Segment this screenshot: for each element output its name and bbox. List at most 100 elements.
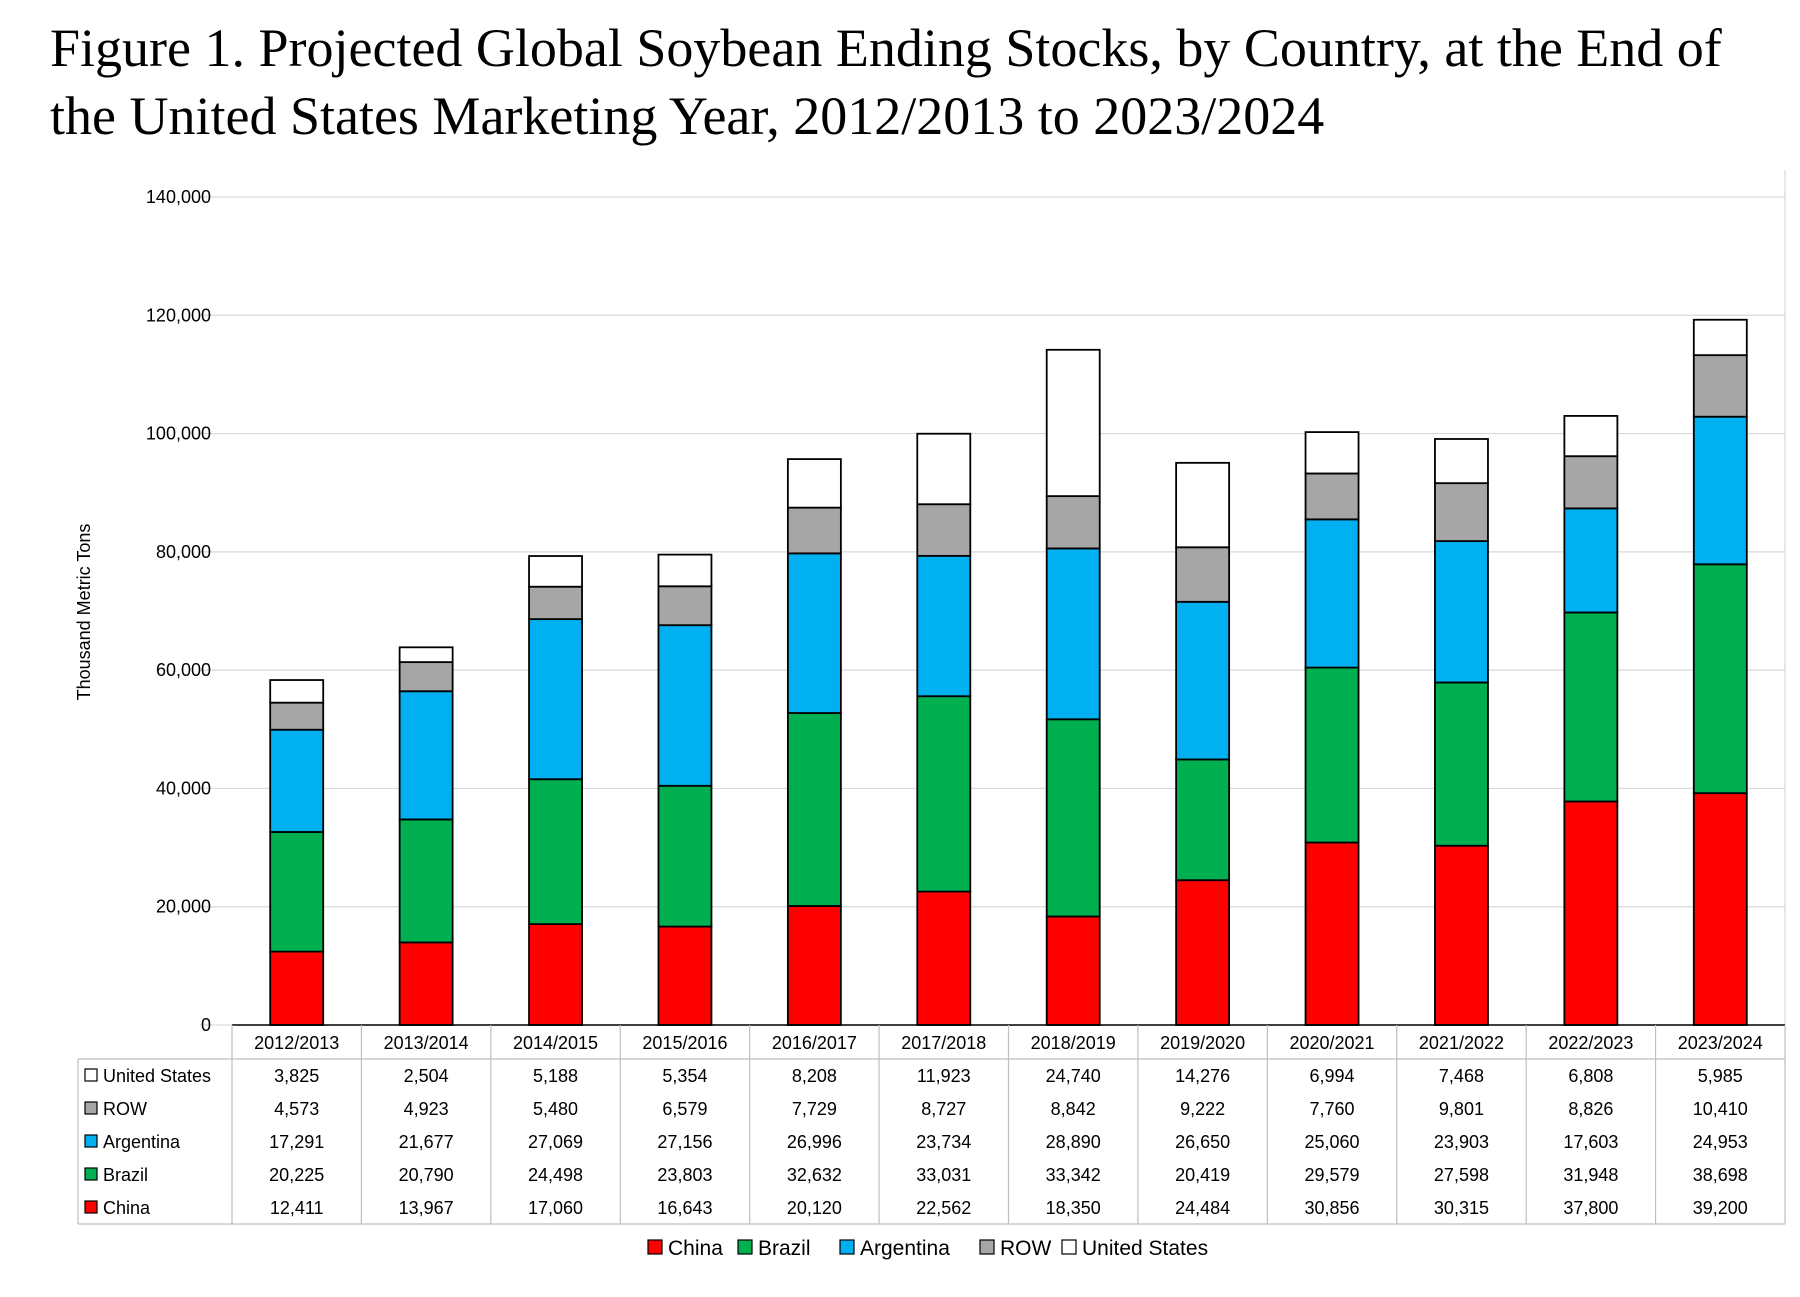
data-label: 16,643 [657,1198,712,1218]
bar-argentina [1434,540,1489,684]
x-tick-label: 2012/2013 [254,1033,339,1053]
bar-china [786,905,842,1026]
bar-brazil [398,818,454,944]
data-label: 24,740 [1046,1066,1101,1086]
data-label: 20,225 [269,1165,324,1185]
data-table: 2012/2013 2013/2014 2014/2015 2015/2016 2016… [77,1024,1786,1225]
bar-united-states [269,679,325,704]
y-axis: 0 20,000 40,000 60,000 80,000 100,000 120,000 1… [146,187,211,1035]
bar-argentina [1304,518,1360,669]
data-label: 25,060 [1305,1132,1360,1152]
table-row-label: Argentina [103,1132,181,1152]
bar-row [398,661,454,693]
bar-brazil [1563,611,1619,803]
data-label: 30,856 [1305,1198,1360,1218]
bars [269,318,1748,1026]
bar-argentina [1175,600,1231,761]
bar-argentina [786,552,842,714]
data-label: 27,598 [1434,1165,1489,1185]
bar-china [528,923,583,1026]
bar-united-states [786,458,842,509]
y-tick-label: 60,000 [156,660,211,680]
legend-label: Argentina [860,1237,950,1260]
bar-row [269,701,325,731]
y-axis-label: Thousand Metric Tons [74,524,94,701]
legend-key-brazil [737,1239,753,1255]
legend-key-china [647,1239,663,1255]
data-label: 22,562 [916,1198,971,1218]
data-label: 20,419 [1175,1165,1230,1185]
data-label: 27,156 [657,1132,712,1152]
data-label: 24,953 [1693,1132,1748,1152]
y-tick-label: 140,000 [146,187,211,207]
data-label: 4,573 [274,1099,319,1119]
bar-row [1563,455,1619,510]
bar-row [1045,495,1101,550]
legend-key-row [979,1239,995,1255]
data-label: 26,650 [1175,1132,1230,1152]
bar-china [1692,792,1748,1026]
x-tick-label: 2015/2016 [642,1033,727,1053]
data-label: 3,825 [274,1066,319,1086]
data-label: 7,760 [1310,1099,1355,1119]
data-label: 14,276 [1175,1066,1230,1086]
data-label: 10,410 [1693,1099,1748,1119]
bar-argentina [916,554,972,698]
bar-united-states [1304,431,1360,475]
data-label: 26,996 [787,1132,842,1152]
bar-brazil [528,778,583,926]
bar-row [657,585,713,627]
legend-key-united-states [1061,1239,1077,1255]
bar-row [1692,354,1748,418]
bar-brazil [1175,758,1231,882]
bar-china [269,950,325,1026]
bar-brazil [269,831,325,953]
data-label: 17,603 [1563,1132,1618,1152]
data-label: 6,994 [1310,1066,1355,1086]
bar-brazil [1434,681,1489,847]
table-row-label: ROW [103,1099,147,1119]
table-row-label: United States [103,1066,211,1086]
data-label: 4,923 [404,1099,449,1119]
data-label: 28,890 [1046,1132,1101,1152]
bar-united-states [528,555,583,588]
table-legend-key [84,1167,98,1181]
bar-brazil [1304,666,1360,844]
data-label: 5,354 [662,1066,707,1086]
data-label: 27,069 [528,1132,583,1152]
y-tick-label: 120,000 [146,305,211,325]
bar-brazil [657,784,713,928]
bar-argentina [269,728,325,833]
y-tick-label: 0 [201,1015,211,1035]
data-label: 23,734 [916,1132,971,1152]
data-label: 9,801 [1439,1099,1484,1119]
legend-key-argentina [839,1239,855,1255]
table-legend-key [84,1200,98,1214]
bar-argentina [1692,415,1748,566]
bar-brazil [1045,718,1101,918]
data-label: 5,188 [533,1066,578,1086]
bar-argentina [398,690,454,821]
figure-title: Figure 1. Projected Global Soybean Endin… [50,18,1722,146]
bar-argentina [1563,507,1619,614]
data-label: 9,222 [1180,1099,1225,1119]
x-tick-label: 2020/2021 [1289,1033,1374,1053]
y-tick-label: 100,000 [146,424,211,444]
gridlines [200,170,1786,1026]
data-label: 13,967 [399,1198,454,1218]
bar-argentina [528,618,583,781]
bar-united-states [657,553,713,588]
y-tick-label: 20,000 [156,897,211,917]
bar-china [1434,844,1489,1026]
data-label: 7,729 [792,1099,837,1119]
bar-china [1304,841,1360,1026]
data-label: 33,342 [1046,1165,1101,1185]
legend-label: ROW [1000,1237,1052,1260]
bar-china [1045,915,1101,1026]
data-label: 12,411 [270,1198,324,1218]
data-label: 23,903 [1434,1132,1489,1152]
bar-united-states [1692,318,1748,357]
bar-china [657,925,713,1026]
data-label: 6,579 [662,1099,707,1119]
